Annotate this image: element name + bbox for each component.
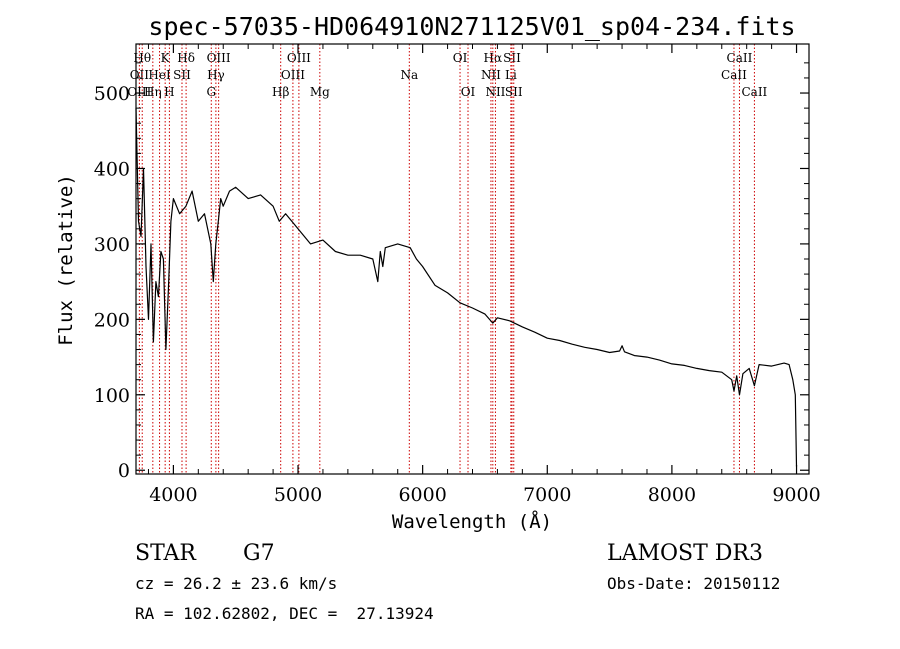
- line-marker-label: Hη: [144, 85, 162, 99]
- line-marker-label: OIII: [287, 51, 311, 65]
- line-marker-label: HeI: [148, 68, 171, 82]
- y-axis-ticks: 0 100 200 300 400 500: [94, 62, 809, 482]
- x-tick-label: 8000: [648, 484, 696, 506]
- line-marker-label: SII: [505, 85, 523, 99]
- x-tick-label: 4000: [149, 484, 197, 506]
- object-class: STAR: [135, 541, 197, 566]
- line-marker-label: CaII: [727, 51, 753, 65]
- chart-title: spec-57035-HD064910N271125V01_sp04-234.f…: [148, 12, 795, 41]
- line-marker-label: H: [164, 85, 174, 99]
- y-tick-label: 400: [94, 158, 130, 180]
- line-marker-label: SII: [503, 51, 521, 65]
- line-marker-label: Hα: [484, 51, 503, 65]
- line-marker-label: Hβ: [272, 85, 289, 99]
- y-tick-label: 200: [94, 309, 130, 331]
- line-marker-label: CaII: [721, 68, 747, 82]
- x-tick-label: 7000: [523, 484, 571, 506]
- line-marker-label: OII: [130, 68, 150, 82]
- y-tick-label: 300: [94, 234, 130, 256]
- line-marker-label: NII: [485, 85, 505, 99]
- line-marker-label: Li: [505, 68, 517, 82]
- plot-frame: [135, 43, 810, 475]
- line-marker-label: K: [161, 51, 171, 65]
- y-tick-label: 500: [94, 83, 130, 105]
- spectrum-line: [135, 108, 798, 467]
- line-marker-label: CaII: [741, 85, 767, 99]
- line-marker-label: NII: [481, 68, 501, 82]
- survey-name: LAMOST DR3: [607, 541, 763, 566]
- x-axis-label: Wavelength (Å): [392, 510, 552, 533]
- line-marker-label: Hγ: [207, 68, 225, 82]
- y-tick-label: 0: [118, 460, 130, 482]
- y-axis-label: Flux (relative): [55, 174, 77, 346]
- line-marker-label: G: [206, 85, 216, 99]
- line-marker-label: SII: [173, 68, 191, 82]
- line-marker-label: OIII: [127, 85, 151, 99]
- x-tick-label: 9000: [772, 484, 820, 506]
- line-marker-label: OIII: [281, 68, 305, 82]
- line-marker-label: OIII: [207, 51, 231, 65]
- line-marker-label: Hδ: [177, 51, 195, 65]
- x-tick-label: 6000: [398, 484, 446, 506]
- observation-date: Obs-Date: 20150112: [607, 574, 780, 593]
- line-marker-label: Na: [400, 68, 418, 82]
- x-axis-ticks: 4000 5000 6000 7000 8000 9000: [147, 44, 821, 506]
- x-tick-label: 5000: [274, 484, 322, 506]
- y-tick-label: 100: [94, 385, 130, 407]
- line-marker-label: OI: [453, 51, 468, 65]
- sky-coordinates: RA = 102.62802, DEC = 27.13924: [135, 604, 434, 623]
- line-marker-label: Hθ: [133, 51, 151, 65]
- redshift-value: cz = 26.2 ± 23.6 km/s: [135, 574, 337, 593]
- object-subclass: G7: [243, 541, 275, 566]
- line-marker-label: Mg: [310, 85, 330, 99]
- line-marker-label: OI: [461, 85, 476, 99]
